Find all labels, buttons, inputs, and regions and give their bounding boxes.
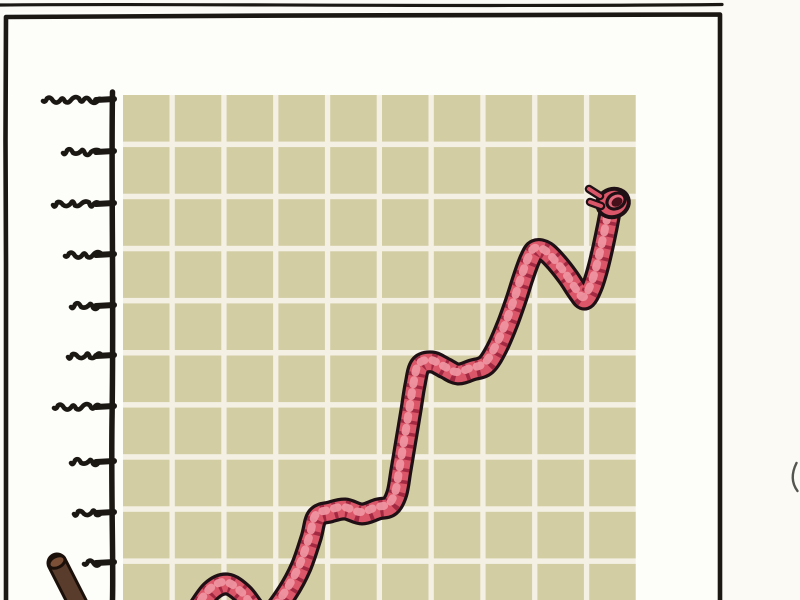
y-axis-scribble-labels xyxy=(40,94,104,568)
chart-grid xyxy=(123,95,636,600)
right-edge-mark xyxy=(791,461,799,493)
worm-line-series xyxy=(190,200,622,600)
panel-frame xyxy=(0,2,724,600)
worm-head xyxy=(584,184,631,220)
stick xyxy=(46,552,88,600)
